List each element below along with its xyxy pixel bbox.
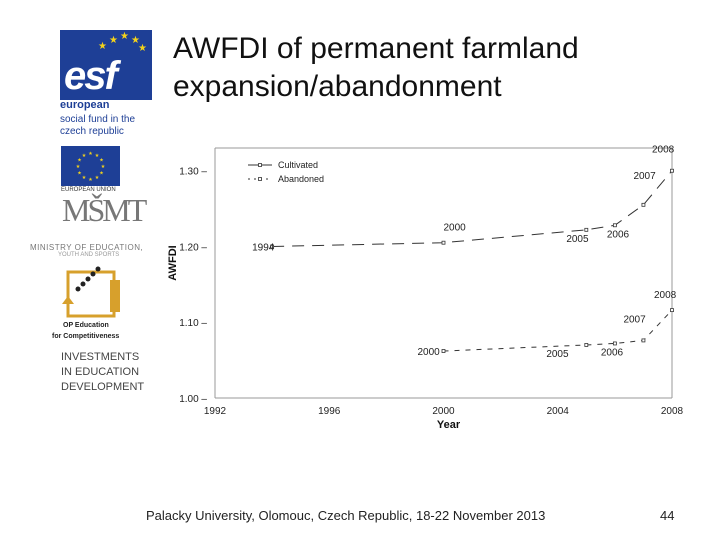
svg-text:★: ★ <box>77 158 82 164</box>
svg-text:★: ★ <box>95 153 100 159</box>
msmt-logo-line: YOUTH AND SPORTS <box>58 252 120 258</box>
x-axis-title: Year <box>437 419 461 431</box>
data-label-abandoned: 2000 <box>418 347 441 358</box>
esf-logo-text: esf <box>64 54 118 98</box>
esf-logo-line: european <box>60 99 110 111</box>
eu-flag-icon: ★ ★ ★ ★ ★ ★ ★ ★ ★ ★ ★ ★ <box>61 146 120 186</box>
data-point-cultivated <box>641 202 646 207</box>
op-caption: OP Education <box>63 322 109 329</box>
data-point-abandoned <box>612 341 617 346</box>
investments-text: INVESTMENTS IN EDUCATION DEVELOPMENT <box>61 350 144 395</box>
svg-text:★: ★ <box>82 175 87 181</box>
plot-frame <box>215 147 673 398</box>
data-point-cultivated <box>670 168 674 173</box>
svg-text:★: ★ <box>82 153 87 159</box>
svg-text:★: ★ <box>101 164 106 170</box>
op-education-logo <box>60 266 130 322</box>
x-tick-label: 2008 <box>661 406 684 417</box>
star-icon: ★ <box>109 35 118 46</box>
esf-logo: ★ ★ ★ ★ ★ esf european social fund in th… <box>60 30 152 140</box>
data-label-abandoned: 2006 <box>601 347 624 358</box>
star-icon: ★ <box>138 43 147 54</box>
y-axis-title: AWFDI <box>167 245 179 280</box>
msmt-logo-mark: MŠMT <box>62 192 147 228</box>
svg-text:★: ★ <box>88 151 93 157</box>
star-icon: ★ <box>98 41 107 52</box>
esf-logo-box <box>60 30 152 100</box>
slide-title: AWFDI of permanent farmland expansion/ab… <box>173 30 579 106</box>
investments-line: IN EDUCATION <box>61 366 140 378</box>
investments-line: INVESTMENTS <box>61 351 140 363</box>
awfdi-line-chart: 1992 1996 2000 2004 2008 1.00 – 1.10 – 1.20 – 1.… <box>167 145 684 431</box>
star-icon: ★ <box>131 35 140 46</box>
x-tick-label: 2004 <box>547 406 570 417</box>
data-label-abandoned: 2008 <box>654 290 677 301</box>
data-point-cultivated <box>612 223 617 228</box>
eu-caption: EUROPEAN UNION <box>61 187 116 193</box>
data-label-cultivated: 2005 <box>566 234 589 245</box>
data-point-cultivated <box>584 227 589 232</box>
legend-marker-cultivated <box>258 163 262 167</box>
svg-text:★: ★ <box>99 171 104 177</box>
msmt-logo-line: MINISTRY OF EDUCATION, <box>30 243 144 252</box>
chart-legend: Cultivated Abandoned <box>248 160 324 184</box>
y-tick-label: 1.30 – <box>179 167 207 178</box>
svg-text:★: ★ <box>88 177 93 183</box>
slide-title-line: expansion/abandonment <box>173 70 502 103</box>
esf-logo-line: social fund in the <box>60 114 136 125</box>
slide-title-line: AWFDI of permanent farmland <box>173 32 579 65</box>
svg-text:★: ★ <box>99 158 104 164</box>
data-label-abandoned: 2007 <box>623 314 646 325</box>
chart-series: 1994 2000 2005 2006 2007 2008 2000 2005 2006 2007… <box>252 145 677 360</box>
x-tick-label: 1996 <box>318 406 341 417</box>
page-number: 44 <box>660 508 675 523</box>
esf-logo-line: czech republic <box>60 126 124 137</box>
legend-marker-abandoned <box>258 177 262 181</box>
data-label-cultivated: 1994 <box>252 242 275 253</box>
data-point-cultivated <box>441 240 446 245</box>
chart-axes: 1992 1996 2000 2004 2008 1.00 – 1.10 – 1.20 – 1.… <box>167 148 684 431</box>
op-caption: for Competitiveness <box>52 333 120 340</box>
y-tick-label: 1.00 – <box>179 394 207 405</box>
svg-text:★: ★ <box>76 164 81 170</box>
data-label-abandoned: 2005 <box>546 349 569 360</box>
x-tick-label: 2000 <box>432 406 455 417</box>
y-tick-label: 1.20 – <box>179 242 207 253</box>
data-label-cultivated: 2006 <box>607 229 630 240</box>
data-label-cultivated: 2007 <box>633 171 656 182</box>
msmt-logo: MŠMT MINISTRY OF EDUCATION, YOUTH AND SP… <box>30 192 155 262</box>
legend-label-cultivated: Cultivated <box>278 160 318 170</box>
series-line-cultivated <box>272 170 673 247</box>
data-label-cultivated: 2000 <box>444 223 467 234</box>
svg-text:★: ★ <box>95 175 100 181</box>
data-point-abandoned <box>641 338 646 343</box>
svg-text:★: ★ <box>77 171 82 177</box>
legend-label-abandoned: Abandoned <box>278 174 324 184</box>
investments-line: DEVELOPMENT <box>61 381 145 393</box>
data-point-abandoned <box>441 349 446 353</box>
data-point-abandoned <box>670 308 674 313</box>
y-tick-label: 1.10 – <box>179 318 207 329</box>
data-label-cultivated: 2008 <box>652 145 675 156</box>
slide-footer: Palacky University, Olomouc, Czech Repub… <box>146 508 546 523</box>
x-tick-label: 1992 <box>204 406 227 417</box>
data-point-abandoned <box>584 343 589 347</box>
star-icon: ★ <box>120 31 129 42</box>
data-point-cultivated <box>270 244 275 249</box>
